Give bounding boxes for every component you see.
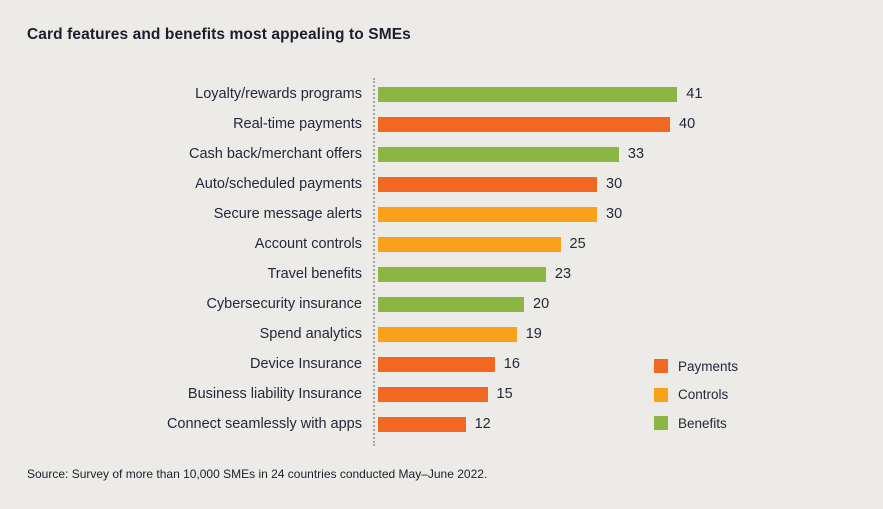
legend-item-controls: Controls: [654, 387, 738, 402]
bar-row: Auto/scheduled payments 30: [0, 169, 883, 199]
bar-zone: 16: [378, 356, 520, 372]
legend-label: Payments: [678, 358, 739, 374]
category-label: Connect seamlessly with apps: [166, 416, 362, 432]
bar-zone: 30: [378, 206, 622, 222]
bar-rows: Loyalty/rewards programs 41 Real-time paym…: [0, 79, 883, 439]
bar: [378, 236, 561, 252]
bar-zone: 15: [378, 386, 513, 402]
bar: [378, 206, 597, 222]
axis-baseline-dotted: [373, 78, 375, 446]
bar-zone: 19: [378, 326, 542, 342]
bar-zone: 30: [378, 176, 622, 192]
bar-row: Real-time payments 40: [0, 109, 883, 139]
bar: [378, 266, 546, 282]
bar-row: Secure message alerts 30: [0, 199, 883, 229]
bar-row: Cybersecurity insurance 20: [0, 289, 883, 319]
bar: [378, 416, 466, 432]
bar-row: Travel benefits 23: [0, 259, 883, 289]
bar-zone: 23: [378, 266, 571, 282]
value-label: 30: [606, 176, 623, 192]
legend-label: Controls: [678, 387, 729, 402]
bar-row: Device Insurance 16: [0, 349, 883, 379]
legend: Payments Controls Benefits: [654, 358, 739, 431]
bar-zone: 33: [378, 146, 644, 162]
category-label: Account controls: [254, 236, 362, 252]
legend-item-benefits: Benefits: [654, 415, 738, 431]
chart-title: Card features and benefits most appealin…: [27, 26, 411, 43]
bar-zone: 41: [378, 86, 702, 102]
value-label: 40: [679, 116, 696, 132]
bar-row: Business liability Insurance 15: [0, 379, 883, 409]
bar: [378, 356, 495, 372]
value-label: 41: [686, 86, 703, 102]
bar: [378, 386, 488, 402]
value-label: 33: [627, 146, 645, 162]
bar-zone: 12: [378, 416, 491, 432]
bar: [378, 86, 678, 102]
category-label: Cash back/merchant offers: [188, 146, 362, 162]
category-label: Business liability Insurance: [187, 386, 362, 402]
bar: [378, 146, 619, 162]
value-label: 23: [554, 266, 572, 282]
legend-item-payments: Payments: [654, 358, 739, 374]
value-label: 12: [474, 416, 491, 432]
bar: [378, 116, 670, 132]
bar-row: Cash back/merchant offers 33: [0, 139, 883, 169]
value-label: 19: [525, 326, 542, 342]
legend-swatch-controls: [654, 387, 668, 402]
category-label: Secure message alerts: [213, 206, 362, 222]
bar-zone: 25: [378, 236, 586, 252]
bar-row: Spend analytics 19: [0, 319, 883, 349]
value-label: 30: [606, 206, 623, 222]
bar-row: Connect seamlessly with apps 12: [0, 409, 883, 439]
category-label: Auto/scheduled payments: [195, 176, 362, 192]
legend-label: Benefits: [678, 415, 727, 431]
category-label: Cybersecurity insurance: [206, 296, 362, 312]
value-label: 20: [533, 296, 550, 312]
legend-swatch-benefits: [654, 416, 668, 430]
bar: [378, 296, 524, 312]
bar: [378, 176, 597, 192]
value-label: 15: [496, 386, 513, 402]
bar-zone: 20: [378, 296, 549, 312]
category-label: Loyalty/rewards programs: [195, 86, 362, 102]
category-label: Device Insurance: [249, 356, 362, 372]
category-label: Travel benefits: [267, 266, 362, 282]
source-note: Source: Survey of more than 10,000 SMEs …: [27, 467, 488, 481]
category-label: Spend analytics: [259, 326, 362, 342]
bar-row: Loyalty/rewards programs 41: [0, 79, 883, 109]
category-label: Real-time payments: [233, 116, 362, 132]
value-label: 25: [569, 236, 586, 252]
legend-swatch-payments: [654, 359, 668, 373]
bar: [378, 326, 517, 342]
value-label: 16: [503, 356, 520, 372]
bar-row: Account controls 25: [0, 229, 883, 259]
bar-zone: 40: [378, 116, 695, 132]
